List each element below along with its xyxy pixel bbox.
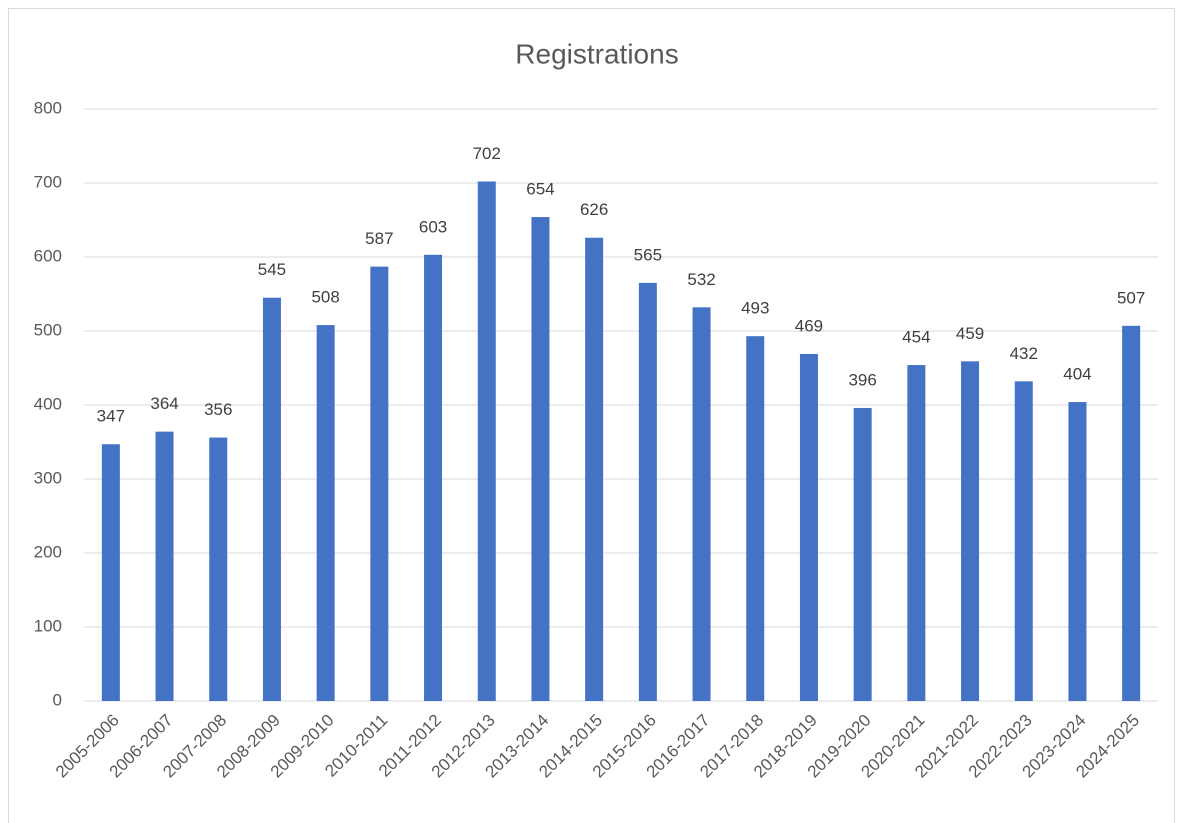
data-label: 396: [848, 370, 876, 389]
y-tick-label: 700: [34, 172, 62, 191]
bar: [853, 407, 872, 701]
bar: [370, 266, 389, 701]
data-label: 493: [741, 299, 769, 318]
bar: [585, 237, 604, 701]
bar: [477, 181, 496, 701]
data-label: 469: [795, 316, 823, 335]
data-label: 356: [204, 400, 232, 419]
chart-title: Registrations: [515, 38, 678, 69]
y-tick-label: 800: [34, 98, 62, 117]
bar: [1122, 325, 1141, 701]
bar: [531, 217, 550, 702]
bar: [907, 365, 926, 701]
data-label: 532: [687, 270, 715, 289]
y-tick-label: 0: [53, 690, 62, 709]
y-tick-label: 100: [34, 616, 62, 635]
y-tick-label: 200: [34, 542, 62, 561]
data-label: 603: [419, 217, 447, 236]
bar: [1014, 381, 1033, 701]
y-tick-label: 500: [34, 320, 62, 339]
data-label: 404: [1063, 365, 1091, 384]
bar: [799, 353, 818, 701]
bar: [961, 361, 980, 701]
data-label: 459: [956, 324, 984, 343]
data-label: 587: [365, 229, 393, 248]
bar: [209, 437, 228, 701]
data-label: 347: [97, 407, 125, 426]
data-label: 454: [902, 328, 930, 347]
bar: [692, 307, 711, 701]
bar: [101, 444, 120, 701]
y-tick-label: 600: [34, 246, 62, 265]
bar: [155, 431, 174, 701]
y-tick-label: 300: [34, 468, 62, 487]
data-label: 702: [473, 144, 501, 163]
data-label: 565: [634, 245, 662, 264]
data-label: 364: [150, 394, 178, 413]
bar: [638, 282, 657, 701]
bar: [1068, 402, 1087, 701]
data-label: 545: [258, 260, 286, 279]
y-tick-label: 400: [34, 394, 62, 413]
bar: [746, 336, 765, 701]
data-label: 508: [311, 288, 339, 307]
data-label: 626: [580, 200, 608, 219]
bar: [316, 325, 335, 701]
bar: [424, 254, 443, 701]
data-label: 432: [1010, 344, 1038, 363]
bar: [262, 297, 281, 701]
data-label: 654: [526, 180, 554, 199]
data-label: 507: [1117, 288, 1145, 307]
